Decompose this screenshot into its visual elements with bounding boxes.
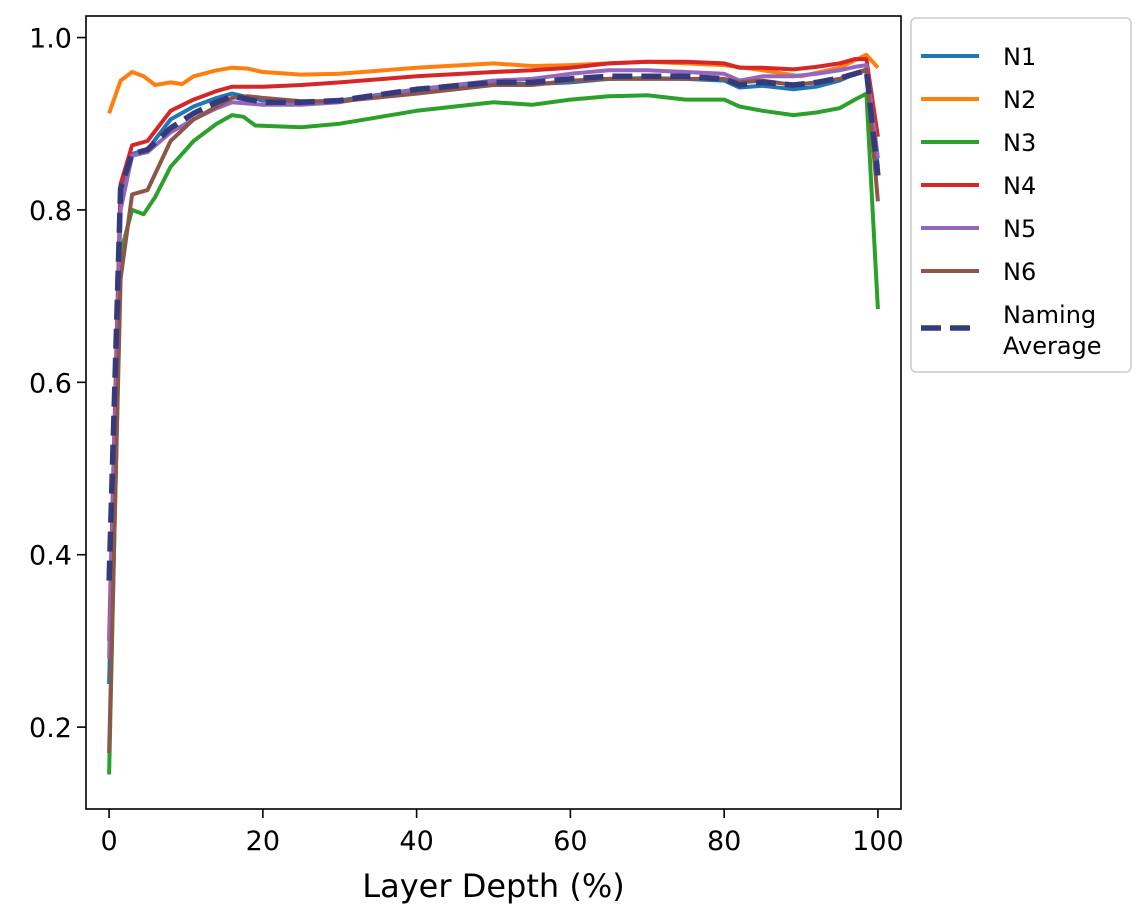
x-axis-label: Layer Depth (%) — [362, 867, 624, 905]
legend-label-n5: N5 — [1003, 215, 1036, 243]
series-line-n4 — [107, 57, 880, 641]
legend: N1 N2 N3 N4 N5 N6 Naming Average — [910, 17, 1132, 373]
x-tick-label: 0 — [100, 826, 117, 857]
legend-label-n6: N6 — [1003, 258, 1036, 286]
x-tick-label: 60 — [553, 826, 587, 857]
series-line-n6 — [107, 67, 880, 754]
axes-frame — [85, 15, 902, 810]
series-line-n1 — [107, 68, 880, 685]
y-tick-label: 0.6 — [29, 368, 72, 399]
y-tick-label: 0.4 — [29, 541, 72, 572]
legend-label-n3: N3 — [1003, 129, 1036, 157]
x-tick-label: 40 — [399, 826, 433, 857]
legend-label-naming-average: Naming Average — [1003, 301, 1102, 360]
legend-box — [910, 17, 1132, 373]
series-line-n5 — [107, 63, 880, 659]
series-line-naming-average — [106, 67, 881, 581]
y-tick-label: 0.2 — [29, 713, 72, 744]
y-tick-label: 0.8 — [29, 196, 72, 227]
series-line-n3 — [107, 91, 880, 775]
y-axis: 0.2 0.4 0.6 0.8 1.0 — [29, 24, 86, 744]
x-tick-label: 20 — [246, 826, 280, 857]
legend-label-n1: N1 — [1003, 43, 1036, 71]
x-tick-label: 100 — [852, 826, 904, 857]
plot-lines — [106, 52, 881, 775]
x-axis: 0 20 40 60 80 100 — [100, 809, 904, 857]
x-tick-label: 80 — [707, 826, 741, 857]
y-tick-label: 1.0 — [29, 24, 72, 55]
legend-label-n4: N4 — [1003, 172, 1036, 200]
legend-label-n2: N2 — [1003, 86, 1036, 114]
